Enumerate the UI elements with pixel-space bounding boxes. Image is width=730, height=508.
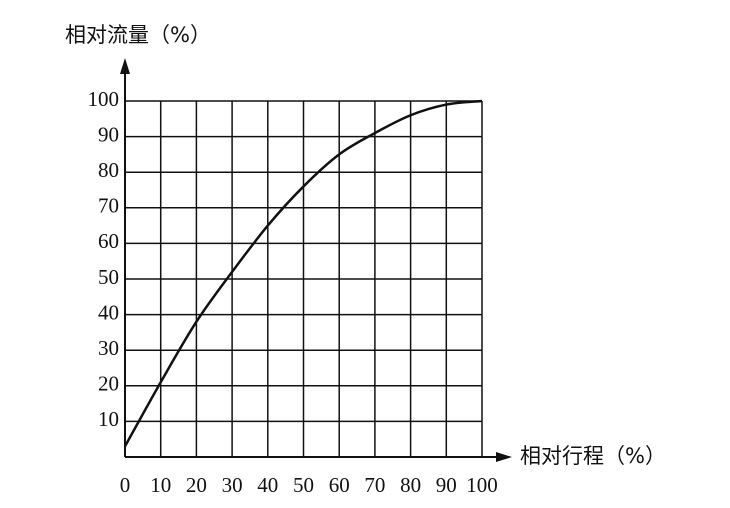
y-tick-label: 40	[98, 300, 119, 324]
y-tick-label: 30	[98, 336, 119, 360]
y-tick-label: 80	[98, 158, 119, 182]
y-axis-arrow	[120, 58, 130, 74]
x-tick-label: 50	[293, 473, 314, 497]
y-tick-label: 50	[98, 265, 119, 289]
y-tick-label: 90	[98, 122, 119, 146]
x-tick-label: 100	[466, 473, 498, 497]
x-tick-label: 20	[186, 473, 207, 497]
x-tick-label: 30	[222, 473, 243, 497]
y-tick-label: 60	[98, 229, 119, 253]
y-tick-label: 20	[98, 372, 119, 396]
x-tick-label: 0	[120, 473, 131, 497]
curve	[123, 99, 483, 447]
x-tick-label: 40	[257, 473, 278, 497]
x-tick-label: 60	[329, 473, 350, 497]
x-tick-label: 90	[436, 473, 457, 497]
x-axis-label: 相对行程（%）	[520, 444, 666, 468]
x-tick-label: 70	[364, 473, 385, 497]
x-tick-label: 10	[150, 473, 171, 497]
y-tick-label: 10	[98, 407, 119, 431]
y-tick-label: 70	[98, 194, 119, 218]
x-axis-arrow	[496, 452, 512, 462]
y-axis-label: 相对流量（%）	[65, 23, 211, 47]
x-tick-label: 80	[400, 473, 421, 497]
y-tick-label: 100	[88, 87, 120, 111]
